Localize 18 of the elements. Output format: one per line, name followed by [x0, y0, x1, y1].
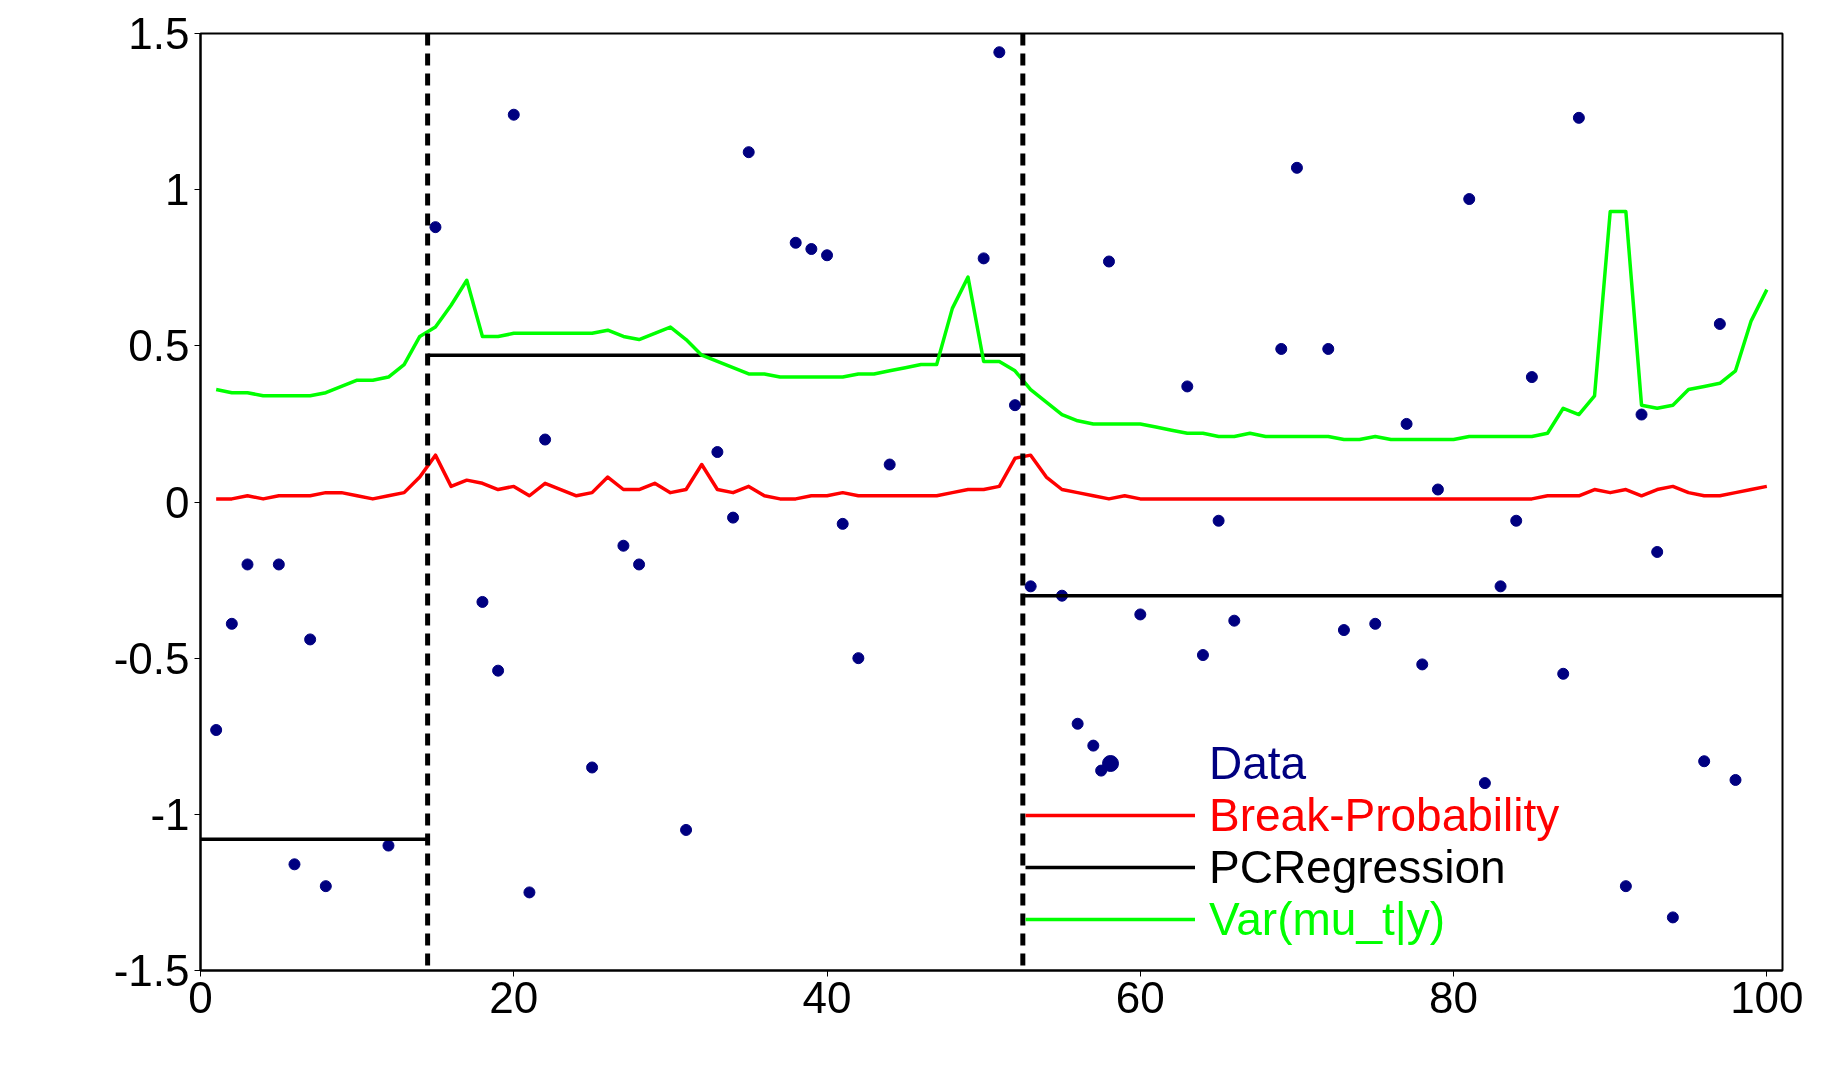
legend-label: PCRegression — [1209, 841, 1506, 894]
x-tick-label: 100 — [1730, 972, 1804, 1022]
line-series — [214, 453, 1769, 501]
y-tick-label: -0.5 — [113, 633, 190, 683]
legend-label: Var(mu_t|y) — [1209, 893, 1446, 946]
x-tick-label: 20 — [489, 972, 539, 1022]
legend-label: Data — [1209, 736, 1307, 790]
y-tick-label: 1 — [165, 165, 190, 215]
x-tick-label: 80 — [1429, 972, 1479, 1022]
y-tick-label: -1.5 — [113, 946, 190, 995]
y-tick-label: 1.5 — [128, 9, 190, 58]
legend-label: Break-Probability — [1209, 788, 1560, 842]
y-tick-label: 0 — [165, 477, 190, 527]
line-series — [214, 209, 1769, 442]
y-tick-label: 0.5 — [128, 321, 190, 371]
y-tick-label: -1 — [150, 789, 190, 839]
x-tick-label: 60 — [1115, 972, 1165, 1022]
x-tick-label: 40 — [802, 972, 852, 1022]
